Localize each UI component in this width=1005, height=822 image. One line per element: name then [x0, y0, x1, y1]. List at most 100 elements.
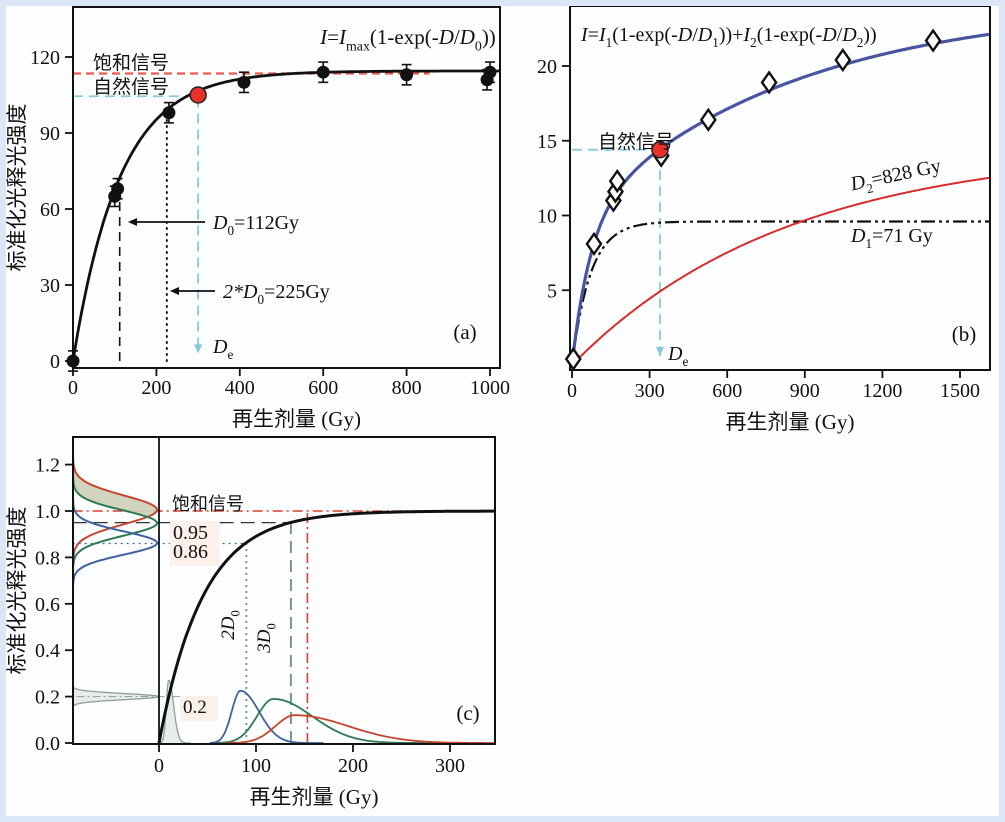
p86-value-label-bg	[170, 540, 220, 566]
de-dist-95	[215, 697, 449, 744]
y-tick-label: 1.2	[35, 455, 60, 477]
x-tick-label: 1200	[862, 380, 902, 402]
y-axis-title: 标准化光释光强度	[6, 507, 29, 675]
saturation-label: 饱和信号	[172, 494, 244, 514]
single-exp-fit-curve	[71, 69, 500, 362]
y-tick-label: 90	[40, 123, 60, 145]
x-tick-label: 100	[241, 755, 271, 777]
y-tick-label: 5	[547, 280, 557, 302]
natural-signal-point	[651, 140, 669, 159]
2d0-pointer-arrow-head	[170, 286, 179, 296]
panel-b: 0 300 600 900 1200 1500 5 10 15 20 I=I1(1-exp(-D/D…	[537, 5, 991, 434]
y-tick-label: 0	[50, 351, 60, 373]
x-tick-label: 200	[338, 755, 368, 777]
x-axis-title: 再生剂量 (Gy)	[250, 785, 379, 809]
double-exp-fit-curve	[570, 32, 990, 366]
panel-letter: (c)	[456, 701, 479, 725]
de-dist-86	[209, 689, 324, 744]
x-tick-label: 200	[141, 377, 171, 399]
regen-dose-diamonds	[834, 47, 852, 73]
d0-pointer-arrow-head	[128, 217, 137, 227]
d2-component-curve	[571, 176, 990, 366]
regen-dose-points	[162, 106, 176, 120]
natural-label: 自然信号	[93, 76, 169, 98]
x-tick-label: 800	[392, 377, 422, 399]
regen-dose-points	[400, 68, 414, 82]
normalized-growth-curve	[157, 509, 496, 744]
y-tick-label: 30	[40, 275, 60, 297]
y-tick-label: 0.4	[35, 640, 60, 662]
x-axis-title: 再生剂量 (Gy)	[726, 410, 855, 434]
x-tick-label: 0	[68, 377, 78, 399]
de-vline-arrowhead	[655, 347, 664, 357]
y-tick-label: 1.0	[35, 501, 60, 523]
y-tick-label: 60	[40, 199, 60, 221]
de-label: De	[667, 343, 688, 369]
x-tick-label: 300	[435, 755, 465, 777]
p95-value-label: 0.95	[173, 522, 208, 544]
p02-value-label: 0.2	[183, 697, 207, 718]
p86-signal-dist	[72, 496, 159, 590]
regen-dose-diamonds	[608, 169, 626, 194]
x-tick-label: 900	[790, 380, 820, 402]
x-tick-label: 600	[308, 377, 338, 399]
y-tick-label: 0.2	[35, 687, 60, 709]
regen-dose-diamonds	[699, 107, 717, 132]
regen-dose-points	[111, 182, 125, 196]
plot-border	[72, 6, 501, 369]
y-tick-label: 0.8	[35, 547, 60, 569]
y-tick-label: 120	[30, 47, 60, 69]
panel-letter: (b)	[952, 322, 977, 346]
2d0-label: 2D0	[218, 610, 243, 640]
natural-label: 自然信号	[598, 131, 674, 153]
equation: I=I1(1-exp(-D/D1))+I2(1-exp(-D/D2))	[580, 24, 877, 50]
regen-dose-diamonds	[564, 346, 582, 372]
de-label: De	[212, 336, 233, 362]
x-axis-title: 再生剂量 (Gy)	[232, 407, 361, 431]
d1-value-label: D1=71 Gy	[850, 225, 933, 251]
plot-border	[72, 436, 496, 745]
p86-value-label: 0.86	[173, 541, 208, 563]
y-tick-label: 10	[537, 206, 557, 228]
x-tick-label: 400	[225, 377, 255, 399]
plot-border	[569, 5, 991, 371]
x-tick-label: 1500	[940, 380, 980, 402]
p02-value-label-bg	[180, 696, 218, 721]
figure-canvas: 0 200 400 600 800 10000306090120I=Imax(1-exp(…	[5, 5, 991, 809]
olive-shade	[73, 462, 157, 517]
natural-signal-point	[189, 86, 207, 104]
d1-component-curve	[570, 220, 989, 366]
y-tick-label: 0.6	[35, 594, 60, 616]
y-tick-label: 20	[537, 56, 557, 78]
regen-dose-diamonds	[924, 28, 942, 53]
saturation-signal-dist	[72, 452, 159, 567]
de-dist-sat	[226, 714, 495, 744]
d0-value-label: D0=112Gy	[212, 212, 299, 238]
regen-dose-diamonds	[760, 70, 778, 95]
regen-dose-points	[483, 65, 497, 79]
panel-a: 0 200 400 600 800 1000 0 30 60 90 120 I=Imax(1-exp(…	[5, 6, 510, 431]
2d0-value-label: 2*D0=225Gy	[223, 281, 330, 307]
saturation-label: 饱和信号	[93, 52, 169, 74]
x-tick-label: 0	[567, 380, 577, 402]
regen-dose-points	[66, 354, 80, 368]
y-tick-label: 0.0	[35, 733, 60, 755]
x-tick-label: 300	[635, 380, 665, 402]
y-axis-title: 标准化光释光强度	[6, 104, 29, 272]
p95-signal-dist	[72, 473, 159, 574]
low-dose-signal-dist	[72, 684, 160, 709]
y-tick-label: 15	[537, 131, 557, 153]
de-vline-arrowhead	[194, 344, 203, 354]
x-tick-label: 600	[712, 380, 742, 402]
regen-dose-points	[237, 75, 251, 89]
x-tick-label: 0	[154, 755, 164, 777]
d2-value-label: D2=828 Gy	[848, 155, 944, 200]
x-tick-label: 1000	[470, 377, 510, 399]
regen-dose-diamonds	[585, 231, 603, 256]
regen-dose-points	[316, 65, 330, 79]
panel-c: 0 100 200 3000.00.20.40.60.81.01.2饱和信号0.950…	[5, 436, 496, 809]
equation: I=Imax(1-exp(-D/D0))	[319, 25, 496, 53]
panel-letter: (a)	[453, 320, 476, 344]
3d0-label: 3D0	[254, 623, 279, 654]
